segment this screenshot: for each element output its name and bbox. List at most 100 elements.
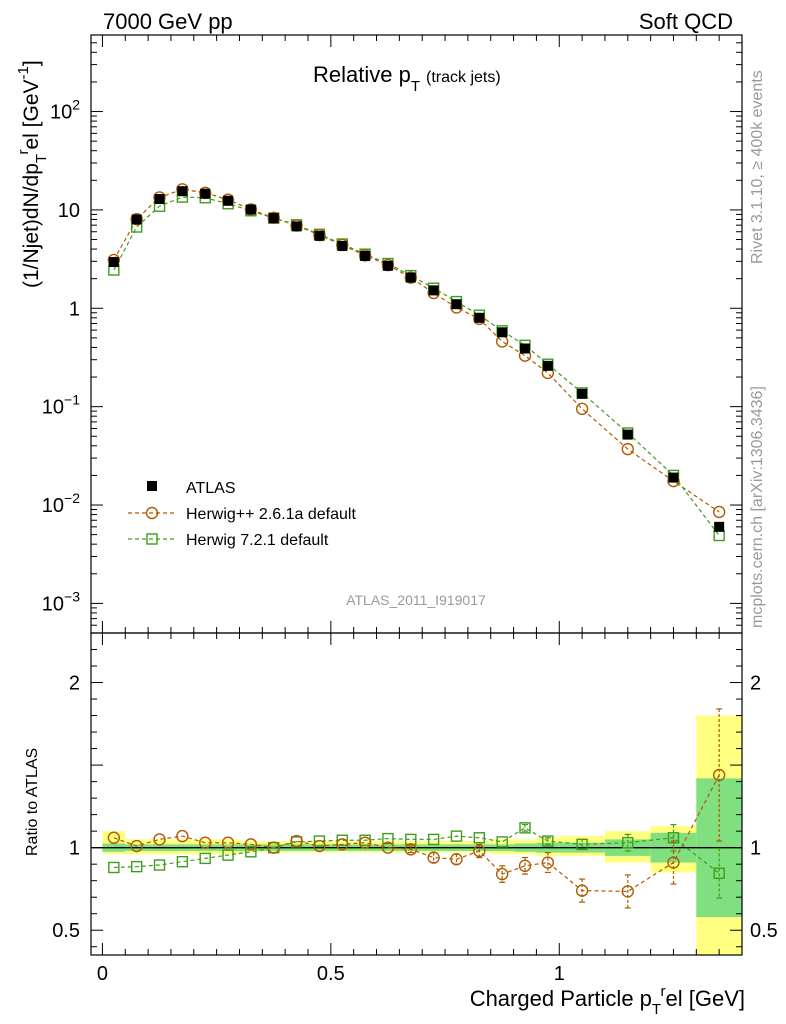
ratio-line-herwig7	[113, 827, 720, 874]
data-point-herwigpp	[267, 211, 280, 225]
data-point-atlas	[428, 285, 439, 296]
data-point-atlas	[577, 388, 588, 399]
main-y-tick-label: 1	[69, 298, 80, 320]
header-left-label: 7000 GeV pp	[103, 9, 233, 34]
ratio-point-herwig7	[496, 836, 508, 848]
ratio-point-herwigpp	[667, 856, 680, 869]
data-point-atlas	[520, 343, 530, 354]
data-point-atlas	[154, 194, 165, 205]
main-y-tick-label: 10−2	[42, 490, 80, 517]
ratio-point-herwigpp	[381, 841, 395, 854]
data-point-atlas	[405, 272, 416, 283]
header-right-label: Soft QCD	[639, 9, 733, 34]
ratio-point-herwigpp	[221, 836, 235, 849]
ratio-point-herwig7	[153, 859, 166, 871]
data-point-herwigpp	[575, 402, 589, 416]
legend-marker-atlas	[147, 481, 157, 491]
data-point-atlas	[268, 213, 279, 224]
ratio-point-herwigpp	[495, 867, 509, 881]
legend-label-atlas: ATLAS	[186, 480, 236, 497]
data-point-atlas	[131, 214, 142, 225]
ratio-point-herwig7	[176, 856, 189, 868]
ratio-point-herwig7	[245, 846, 257, 858]
data-point-herwigpp	[130, 212, 143, 226]
data-point-atlas	[245, 204, 256, 215]
ratio-point-herwigpp	[290, 834, 303, 848]
x-tick-label: 0.5	[317, 963, 345, 985]
ratio-point-herwig7	[622, 837, 634, 849]
series-line-herwig7	[113, 196, 720, 536]
legend-marker-herwig7	[146, 533, 158, 545]
legend-label-herwigpp: Herwig++ 2.6.1a default	[186, 506, 356, 523]
ratio-point-herwig7	[576, 838, 588, 851]
data-point-herwigpp	[244, 203, 258, 216]
ratio-plot-frame	[90, 632, 743, 956]
ratio-point-herwigpp	[541, 856, 555, 869]
chart-title-main: Relative p	[313, 62, 411, 87]
ratio-point-herwigpp	[450, 853, 463, 866]
ratio-y-tick-label-right: 0.5	[750, 920, 778, 942]
ratio-point-herwigpp	[358, 836, 372, 849]
legend-marker-herwigpp	[145, 506, 159, 520]
data-point-atlas	[497, 327, 508, 338]
data-point-herwig7	[713, 529, 725, 542]
ratio-y-tick-label-left: 0.5	[52, 920, 80, 942]
ratio-y-tick-label-right: 1	[750, 838, 761, 860]
ratio-point-herwigpp	[130, 839, 143, 853]
data-point-atlas	[314, 230, 325, 241]
ratio-point-herwig7	[108, 861, 120, 874]
data-point-atlas	[108, 257, 119, 268]
ratio-point-herwig7	[713, 867, 725, 879]
main-y-tick-label: 10−1	[42, 392, 80, 419]
ratio-point-herwigpp	[621, 885, 634, 898]
ratio-point-herwig7	[450, 830, 463, 842]
ratio-y-tick-label-left: 2	[69, 673, 80, 695]
data-point-atlas	[223, 195, 234, 206]
chart-title-suffix: (track jets)	[426, 69, 501, 86]
data-point-herwigpp	[404, 271, 417, 284]
main-y-axis-label: (1/Njet)dN/dpTrel [GeV-1]	[15, 60, 50, 288]
data-point-atlas	[177, 186, 188, 197]
ratio-point-herwigpp	[712, 768, 726, 782]
ratio-point-herwig7	[427, 833, 440, 846]
ratio-point-herwig7	[336, 834, 348, 846]
ratio-point-herwigpp	[313, 839, 326, 853]
chart-title-sub: T	[411, 78, 420, 95]
legend-entry-herwigpp: Herwig++ 2.6.1a default	[128, 506, 356, 523]
ratio-y-tick-label-left: 1	[69, 838, 80, 860]
ratio-point-herwigpp	[244, 838, 258, 851]
ratio-point-herwig7	[130, 860, 143, 873]
ratio-point-herwig7	[222, 849, 234, 861]
legend: ATLAS Herwig++ 2.6.1a default Herwig 7.2…	[128, 480, 356, 549]
ratio-point-herwigpp	[267, 841, 280, 854]
data-point-herwigpp	[621, 442, 634, 456]
ratio-point-herwigpp	[176, 829, 189, 843]
ratio-point-herwigpp	[404, 843, 417, 856]
ratio-point-herwigpp	[336, 838, 349, 851]
ratio-point-herwigpp	[107, 831, 121, 844]
series-line-herwigpp	[113, 188, 720, 513]
data-point-atlas	[360, 251, 371, 262]
ratio-point-herwigpp	[575, 884, 589, 897]
ratio-line-herwigpp	[113, 774, 720, 893]
ratio-point-herwig7	[313, 835, 326, 847]
data-point-atlas	[714, 521, 725, 532]
rivet-version-label: Rivet 3.1.10, ≥ 400k events	[749, 70, 766, 264]
data-point-atlas	[542, 360, 553, 371]
chart-title: Relative pT (track jets)	[313, 62, 501, 95]
ratio-point-herwig7	[519, 822, 531, 834]
data-point-atlas	[382, 260, 393, 271]
data-point-atlas	[474, 312, 485, 323]
main-y-tick-label: 10	[58, 200, 80, 222]
ratio-point-herwig7	[199, 852, 211, 865]
x-tick-label: 0	[97, 963, 108, 985]
ratio-point-herwigpp	[427, 851, 440, 864]
mcplots-reference-label: mcplots.cern.ch [arXiv:1306.3436]	[749, 386, 766, 628]
data-point-atlas	[451, 299, 462, 310]
ratio-y-axis-label: Ratio to ATLAS	[24, 748, 41, 856]
ratio-point-herwigpp	[473, 844, 486, 858]
data-point-atlas	[337, 240, 348, 251]
ratio-point-herwig7	[473, 832, 486, 844]
data-point-atlas	[200, 188, 211, 199]
